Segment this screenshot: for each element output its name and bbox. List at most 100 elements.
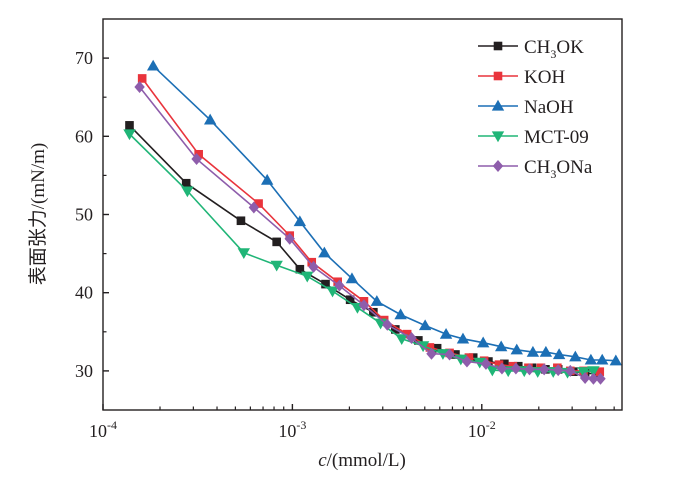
- data-point-ch3ona: [552, 364, 564, 377]
- data-point-ch3ok: [181, 178, 191, 188]
- axis-layer: 30 40 50 60 70 10-4 10-3 10-2: [75, 48, 615, 441]
- data-point-mct-09: [123, 129, 136, 141]
- data-point-ch3ona: [134, 81, 145, 94]
- series-line-ch3ona: [138, 86, 601, 380]
- legend-label: NaOH: [524, 97, 574, 118]
- data-point-ch3ok: [272, 237, 281, 247]
- data-point-ch3ok: [345, 295, 355, 305]
- data-point-ch3ok: [468, 353, 478, 362]
- data-point-ch3ona: [524, 363, 535, 376]
- data-point-ch3ona: [334, 279, 345, 292]
- data-point-mct-09: [486, 365, 499, 377]
- data-point-ch3ona: [565, 364, 576, 377]
- legend-label: CH3ONa: [524, 157, 593, 181]
- legend-item-koh: KOH: [478, 67, 565, 88]
- data-point-koh: [254, 199, 263, 208]
- series-ch3ona: [134, 81, 606, 385]
- data-point-ch3ona: [308, 260, 319, 273]
- data-point-koh: [464, 353, 474, 362]
- data-point-koh: [425, 343, 435, 352]
- data-point-naoh: [526, 345, 540, 357]
- data-point-mct-09: [577, 367, 590, 378]
- data-point-naoh: [584, 353, 598, 365]
- data-point-naoh: [260, 173, 274, 185]
- data-point-ch3ok: [432, 343, 442, 353]
- data-point-naoh: [418, 319, 432, 331]
- legend-swatch-marker: [493, 71, 503, 81]
- y-tick-label: 50: [75, 205, 93, 225]
- data-point-ch3ona: [510, 362, 522, 375]
- legend-item-naoh: NaOH: [478, 97, 574, 118]
- data-point-naoh: [596, 353, 609, 365]
- data-point-ch3ona: [595, 372, 606, 385]
- data-point-ch3ona: [382, 318, 393, 331]
- data-point-naoh: [539, 345, 553, 357]
- data-point-koh: [595, 367, 605, 376]
- data-point-ch3ok: [321, 279, 330, 289]
- legend-swatch-marker: [491, 99, 505, 111]
- data-point-ch3ona: [538, 363, 550, 376]
- legend-item-ch3ok: CH3OK: [478, 37, 584, 61]
- data-point-ch3ona: [496, 362, 508, 375]
- data-point-mct-09: [587, 366, 600, 378]
- legend-swatch-marker: [493, 41, 503, 51]
- data-point-naoh: [476, 336, 490, 348]
- data-point-naoh: [345, 272, 359, 284]
- legend-label: CH3OK: [524, 37, 584, 61]
- x-axis-title-var: c: [318, 450, 327, 471]
- data-point-naoh: [456, 332, 470, 344]
- data-point-naoh: [370, 295, 384, 306]
- data-point-ch3ona: [579, 371, 591, 384]
- x-tick-label: 10-2: [468, 418, 496, 441]
- y-tick-label: 30: [75, 361, 93, 381]
- y-tick-label: 70: [75, 48, 93, 68]
- data-point-ch3ok: [295, 264, 305, 274]
- data-point-koh: [137, 74, 147, 83]
- data-point-koh: [494, 360, 504, 369]
- series-naoh: [146, 59, 623, 366]
- data-point-ch3ona: [480, 357, 492, 370]
- data-point-mct-09: [237, 248, 251, 260]
- data-point-naoh: [569, 350, 582, 362]
- data-point-mct-09: [395, 334, 408, 346]
- data-point-ch3ona: [406, 332, 417, 345]
- legend: CH3OK KOH NaOH MCT-09 CH3ONa: [478, 37, 593, 181]
- data-point-mct-09: [326, 286, 339, 298]
- legend-label: KOH: [524, 67, 565, 88]
- data-point-ch3ona: [358, 299, 370, 312]
- data-point-mct-09: [270, 260, 283, 272]
- x-axis-title: c/(mmol/L): [318, 450, 406, 471]
- y-axis-title: 表面张力/(mN/m): [27, 143, 49, 286]
- data-point-ch3ona: [426, 347, 437, 360]
- data-point-ch3ona: [588, 372, 599, 385]
- legend-item-mct-09: MCT-09: [478, 127, 589, 148]
- data-point-ch3ok: [125, 121, 134, 130]
- data-point-naoh: [439, 327, 453, 339]
- data-point-koh: [194, 149, 203, 159]
- data-point-naoh: [510, 343, 523, 355]
- data-point-mct-09: [301, 271, 314, 283]
- data-point-ch3ona: [461, 355, 473, 368]
- x-axis-title-unit: /(mmol/L): [327, 450, 406, 471]
- legend-label: MCT-09: [524, 127, 589, 148]
- data-point-naoh: [494, 340, 508, 352]
- data-point-mct-09: [181, 186, 194, 198]
- x-tick-label: 10-3: [278, 418, 306, 441]
- legend-swatch-marker: [492, 160, 504, 172]
- data-point-ch3ok: [500, 359, 509, 369]
- data-point-ch3ona: [444, 348, 455, 361]
- data-point-koh: [307, 257, 317, 267]
- data-point-naoh: [293, 215, 307, 227]
- y-tick-label: 60: [75, 126, 93, 146]
- data-point-koh: [402, 329, 412, 339]
- data-point-ch3ona: [284, 232, 295, 245]
- data-point-naoh: [318, 246, 331, 258]
- data-point-naoh: [203, 113, 217, 125]
- data-point-ch3ona: [248, 201, 260, 214]
- series-layer: [123, 59, 623, 385]
- data-point-naoh: [552, 348, 566, 360]
- legend-item-ch3ona: CH3ONa: [478, 157, 593, 181]
- data-point-ch3ona: [191, 152, 202, 165]
- data-point-ch3ok: [236, 216, 246, 226]
